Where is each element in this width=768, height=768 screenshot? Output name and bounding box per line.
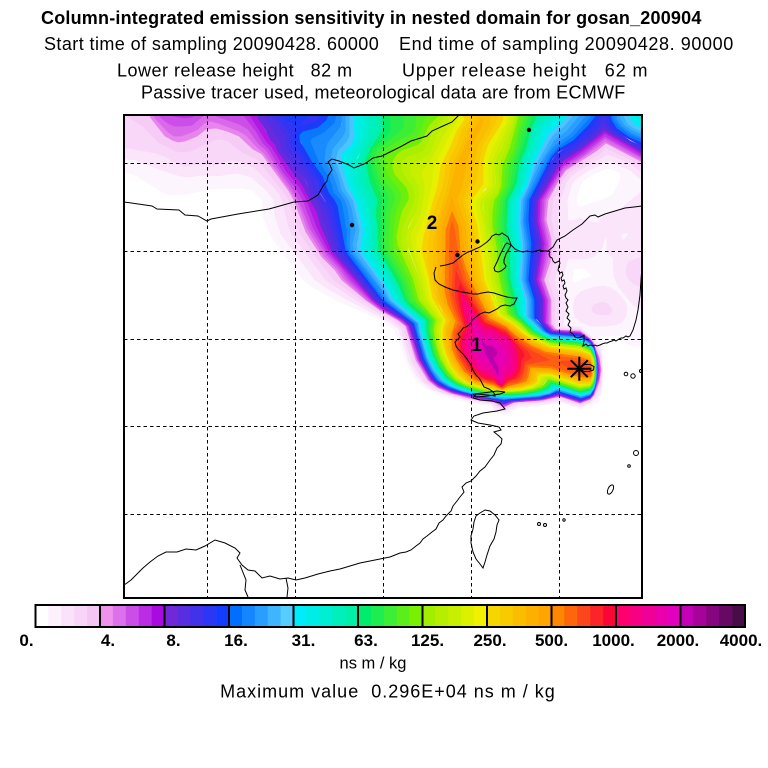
svg-text:8.: 8. (166, 631, 180, 650)
svg-text:Start time of sampling 2009042: Start time of sampling 20090428. 60000 (44, 34, 379, 54)
svg-text:125.: 125. (411, 631, 444, 650)
svg-text:2000.: 2000. (657, 631, 700, 650)
svg-text:250.: 250. (473, 631, 506, 650)
svg-text:Maximum value 0.296E+04 ns m: Maximum value 0.296E+04 ns m / kg (220, 682, 556, 702)
svg-text:31.: 31. (292, 631, 316, 650)
svg-text:1000.: 1000. (592, 631, 635, 650)
svg-text:Passive tracer used, meteorolo: Passive tracer used, meteorological data… (141, 83, 625, 103)
svg-text:0.: 0. (19, 631, 33, 650)
svg-text:1: 1 (471, 335, 482, 356)
svg-text:4000.: 4000. (720, 631, 763, 650)
svg-text:End time of sampling 20090428.: End time of sampling 20090428. 90000 (399, 34, 734, 54)
svg-text:ns m / kg: ns m / kg (340, 655, 407, 673)
svg-text:4.: 4. (101, 631, 115, 650)
svg-text:500.: 500. (535, 631, 568, 650)
svg-text:2: 2 (427, 213, 438, 234)
svg-text:16.: 16. (224, 631, 248, 650)
svg-text:Lower release height 82 m: Lower release height 82 m (117, 61, 353, 81)
svg-text:Upper release height 62 m: Upper release height 62 m (402, 61, 648, 81)
svg-text:63.: 63. (354, 631, 378, 650)
svg-text:Column-integrated emission sen: Column-integrated emission sensitivity i… (41, 8, 702, 28)
